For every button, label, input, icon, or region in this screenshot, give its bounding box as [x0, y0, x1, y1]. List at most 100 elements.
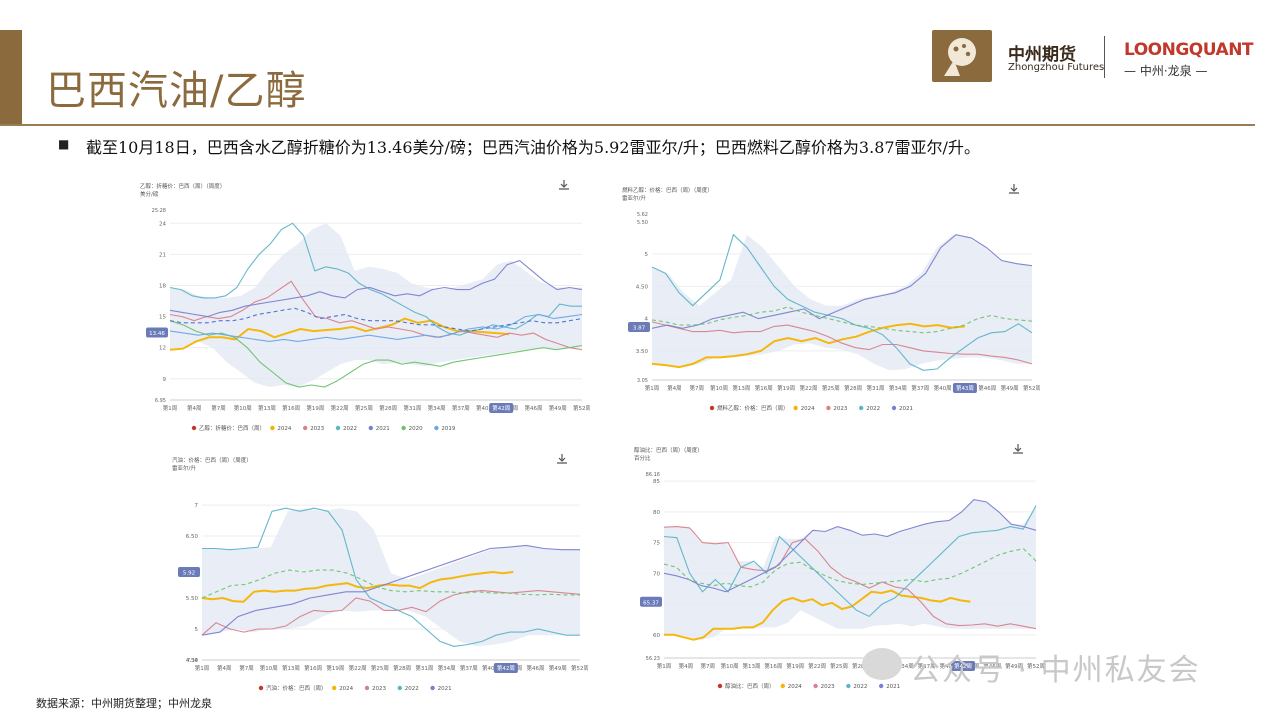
x-tick-label: 第16周: [304, 664, 322, 672]
chart-gasoline: 汽油：价格：巴西（周）（周度） 雷亚尔/升 4.50 5 5.50 6.50 7 7.34 第1…: [170, 450, 589, 700]
current-value-label: 13.46: [149, 331, 165, 337]
y-tick-label: 70: [653, 571, 660, 577]
series-line-2023: [201, 590, 581, 636]
x-highlight-box: [951, 661, 976, 671]
y-tick-label: 24: [159, 221, 166, 227]
x-tick-label: 第4周: [217, 664, 232, 672]
series-line-avg: [651, 306, 1033, 334]
x-tick-label: 第37周: [911, 384, 929, 392]
current-value-box: [178, 567, 200, 577]
current-value-box: [640, 596, 662, 607]
y-tick-label-min: 6.95: [155, 398, 166, 404]
series-line-2019: [169, 313, 583, 342]
chart-ethanol-sugar: 乙醇：折糖价：巴西（周）（周度） 美分/磅 9 12 15 18 21 24 6.95 25.28…: [138, 176, 591, 440]
x-tick-label: 第40周: [482, 664, 500, 672]
wechat-watermark-icon: [862, 648, 902, 680]
x-tick-label: 第13周: [732, 384, 750, 392]
x-tick-label: 第52周: [1023, 384, 1040, 392]
x-tick-label: 第16周: [755, 384, 773, 392]
series-line-2024: [651, 322, 965, 369]
page-title: 巴西汽油/乙醇: [46, 68, 307, 114]
y-tick-label: 4.50: [636, 284, 649, 290]
x-tick-label: 第16周: [282, 404, 300, 412]
x-tick-label: 第4周: [667, 384, 682, 392]
legend-marker: [793, 405, 798, 411]
x-highlight-label: 第42周: [492, 404, 510, 412]
download-icon[interactable]: [559, 180, 569, 190]
x-tick-label: 第1周: [195, 664, 210, 672]
x-tick-label: 第34周: [889, 384, 907, 392]
x-highlight-label: 第43周: [956, 384, 974, 392]
y-tick-label: 80: [653, 510, 660, 516]
legend-label: 2024: [339, 686, 353, 692]
series-line-2024: [664, 589, 971, 641]
company-name-cn: 中州期货: [1008, 45, 1076, 65]
x-tick-label: 第49周: [1001, 384, 1019, 392]
x-tick-label: 第52周: [1027, 662, 1044, 670]
legend-marker: [335, 425, 341, 431]
legend-label: 2021: [886, 684, 900, 690]
y-tick-label: 7: [195, 503, 199, 509]
bullet-square-icon: ■: [58, 137, 70, 151]
leopard-logo-icon: [944, 38, 976, 76]
x-tick-label: 第37周: [452, 404, 470, 412]
x-tick-label: 第19周: [326, 664, 344, 672]
legend-marker: [846, 683, 851, 689]
company-name-en: Zhongzhou Futures: [1008, 62, 1105, 73]
x-tick-label: 第52周: [571, 664, 588, 672]
legend-marker: [826, 405, 831, 411]
series-line-2022: [169, 222, 582, 336]
chart-fuel-ethanol: 燃料乙醇：价格：巴西（周）（周度） 雷亚尔/升 3.50 4 4.50 5 3.05 5.62…: [620, 180, 1041, 420]
legend-label: 2020: [409, 426, 423, 432]
legend-label: 2023: [833, 406, 847, 412]
x-highlight-box: [493, 663, 518, 673]
loongquant-brand: LOONGQUANT: [1124, 40, 1254, 60]
chart-unit: 雷亚尔/升: [622, 194, 646, 202]
x-tick-label: 第25周: [371, 664, 389, 672]
legend-label: 2022: [866, 406, 880, 412]
x-tick-label: 第1周: [163, 404, 178, 412]
download-icon[interactable]: [1013, 444, 1023, 454]
y-tick-label: 5: [195, 627, 199, 633]
legend-marker: [780, 683, 785, 689]
chart-svg: 汽油：价格：巴西（周）（周度）雷亚尔/升4.5055.506.5077.34第1…: [172, 454, 589, 692]
range-band: [664, 499, 1036, 640]
download-icon-path: [1013, 444, 1023, 454]
y-tick-label: 85: [653, 479, 660, 485]
current-value-label: 65.37: [643, 600, 659, 606]
x-tick-label: 第40周: [939, 662, 957, 670]
legend-label: 乙醇：折糖价：巴西（周）: [199, 424, 265, 432]
legend-label: 2024: [277, 426, 291, 432]
download-icon[interactable]: [1009, 184, 1019, 194]
series-line-2024: [169, 317, 510, 351]
x-tick-label: 第34周: [428, 404, 446, 412]
legend-label: 2021: [899, 406, 913, 412]
legend-label: 燃料乙醇：价格：巴西（周）: [717, 404, 789, 412]
legend-label: 2022: [853, 684, 867, 690]
legend-marker: [303, 425, 308, 431]
summary-text: 截至10月18日，巴西含水乙醇折糖价为13.46美分/磅；巴西汽油价格为5.92…: [86, 138, 980, 157]
legend-label: 2023: [372, 686, 386, 692]
current-value-label: 5.92: [183, 571, 195, 577]
download-icon-path: [557, 454, 567, 464]
x-tick-label: 第46周: [525, 404, 543, 412]
y-tick-label: 18: [159, 283, 166, 289]
download-icon[interactable]: [557, 454, 567, 464]
y-tick-label-max: 5.62: [637, 212, 648, 218]
y-tick-label: 5: [645, 252, 649, 258]
legend-label: 2024: [801, 406, 815, 412]
loongquant-brand-cn: — 中州·龙泉 —: [1124, 64, 1208, 78]
legend-label: 2022: [405, 686, 419, 692]
x-tick-label: 第10周: [710, 384, 728, 392]
legend-marker: [332, 685, 337, 691]
x-tick-label: 第7周: [701, 662, 716, 670]
legend-label: 2021: [438, 686, 452, 692]
x-tick-label: 第19周: [786, 662, 804, 670]
range-band: [170, 223, 582, 387]
x-tick-label: 第25周: [355, 404, 373, 412]
legend-label: 2023: [821, 684, 835, 690]
legend-label: 2019: [441, 426, 455, 432]
series-line-2023: [651, 321, 1033, 365]
series-line-2022: [202, 507, 580, 647]
range-band: [652, 234, 1032, 371]
